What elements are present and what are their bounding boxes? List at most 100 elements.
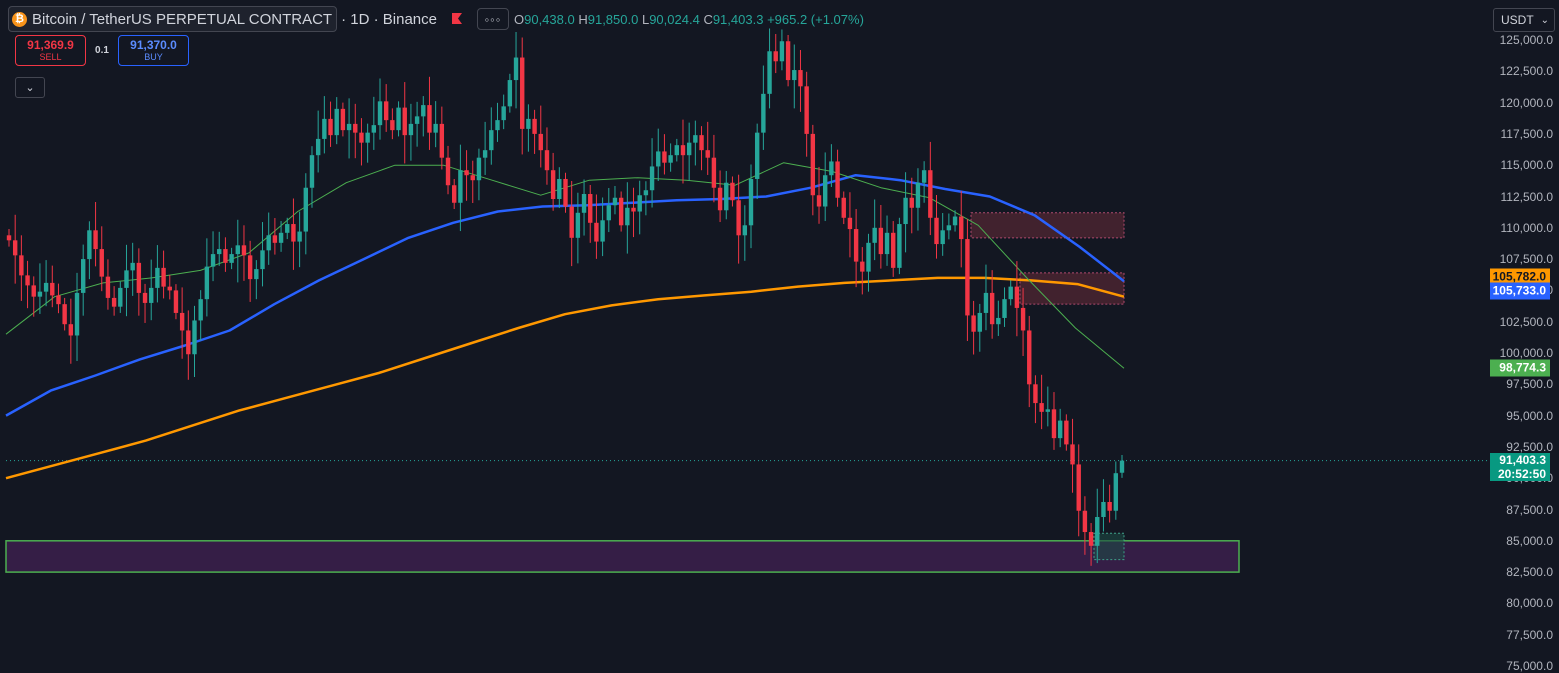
flag-icon[interactable]	[451, 13, 463, 25]
price-tick-label: 100,000.0	[1499, 346, 1553, 360]
candle-body	[476, 157, 482, 181]
candle-body	[247, 255, 253, 280]
candle-body	[853, 229, 859, 262]
chevron-down-icon: ⌄	[1540, 14, 1549, 26]
resistance-zone-lower	[1019, 272, 1125, 305]
candle-body	[946, 225, 952, 231]
candle-body	[1033, 384, 1038, 404]
candle-body	[1039, 403, 1044, 412]
candle-body	[37, 291, 43, 297]
candle-body	[934, 217, 939, 245]
candle-body	[1008, 286, 1013, 300]
candle-body	[563, 178, 568, 207]
candle-body	[241, 245, 247, 256]
candle-body	[390, 120, 395, 131]
candle-body	[217, 249, 222, 255]
candle-body	[816, 195, 822, 207]
candle-body	[1070, 444, 1075, 465]
candle-body	[649, 166, 655, 191]
candle-body	[507, 80, 513, 107]
candle-body	[971, 315, 976, 332]
candle-body	[322, 118, 327, 139]
candle-body	[130, 262, 135, 271]
candle-body	[365, 132, 370, 143]
candle-body	[482, 150, 488, 158]
candle-body	[730, 182, 735, 201]
candle-body	[173, 290, 179, 313]
candle-body	[458, 170, 463, 203]
candle-body	[594, 222, 599, 242]
currency-value: USDT	[1501, 13, 1534, 27]
price-tick-label: 97,500.0	[1506, 377, 1553, 392]
candle-body	[550, 170, 556, 200]
candle-body	[581, 193, 587, 213]
price-tick-label: 80,000.0	[1506, 596, 1553, 611]
price-tick-label: 115,000.0	[1500, 158, 1554, 173]
price-tick-label: 110,000.0	[1500, 220, 1554, 235]
candle-body	[618, 197, 624, 226]
price-tick-label: 107,500.0	[1499, 252, 1553, 267]
candle-body	[464, 170, 469, 176]
candle-body	[1082, 510, 1088, 533]
candle-body	[50, 282, 55, 296]
candle-body	[1051, 409, 1057, 439]
candle-body	[538, 133, 543, 151]
candle-body	[223, 249, 228, 263]
candle-body	[99, 249, 104, 277]
candle-body	[526, 118, 531, 129]
candle-body	[68, 324, 74, 336]
candle-body	[118, 287, 123, 307]
candle-body	[513, 57, 519, 81]
candle-body	[124, 270, 129, 288]
price-axis[interactable]: 125,000.0 122,500.0 120,000.0 117,500.0 115,…	[1488, 0, 1559, 673]
candle-body	[12, 240, 18, 256]
candle-body	[1064, 420, 1069, 445]
candle-body	[699, 135, 704, 151]
sell-button[interactable]: 91,369.9 SELL	[15, 35, 86, 66]
candle-body	[6, 235, 12, 241]
candle-body	[952, 216, 958, 226]
candle-body	[179, 312, 185, 331]
candle-body	[1020, 307, 1026, 331]
buy-button[interactable]: 91,370.0 BUY	[118, 35, 189, 66]
candle-body	[402, 107, 407, 136]
price-tick-label: 95,000.0	[1506, 408, 1553, 423]
trade-panel: 91,369.9 SELL 0.1 91,370.0 BUY	[15, 35, 189, 66]
candle-body	[111, 297, 117, 307]
candle-body	[773, 51, 778, 62]
candle-body	[569, 206, 574, 238]
symbol-button[interactable]: ₿ Bitcoin / TetherUS PERPETUAL CONTRACT	[8, 6, 338, 32]
more-dots-icon[interactable]: ◦◦◦	[476, 8, 509, 30]
candle-body	[1113, 473, 1119, 511]
candle-body	[43, 282, 49, 292]
last-price-tag: 91,403.3 20:52:50	[1490, 452, 1550, 481]
candle-body	[742, 225, 748, 236]
candle-body	[19, 255, 24, 276]
candle-body	[767, 51, 772, 94]
candle-body	[674, 145, 679, 156]
price-tick-label: 125,000.0	[1499, 33, 1553, 47]
candle-body	[909, 197, 914, 208]
candle-body	[278, 232, 284, 243]
candle-body	[1088, 532, 1094, 546]
price-tick-label: 122,500.0	[1499, 64, 1553, 79]
candle-body	[928, 170, 933, 218]
candle-body	[983, 292, 989, 313]
candle-body	[686, 142, 692, 156]
buy-label: BUY	[144, 52, 163, 62]
ma-blue-price-tag: 105,733.0	[1490, 282, 1550, 300]
candle-body	[897, 224, 902, 268]
candle-body	[74, 292, 80, 336]
sell-price: 91,369.9	[27, 38, 74, 52]
candle-body	[309, 155, 315, 188]
currency-select[interactable]: USDT ⌄	[1493, 8, 1555, 32]
candle-body	[761, 93, 766, 133]
ma-orange-line	[5, 276, 1125, 480]
price-chart[interactable]	[0, 0, 1488, 670]
sell-label: SELL	[39, 52, 62, 62]
candle-body	[891, 232, 896, 268]
candle-body	[414, 116, 420, 124]
candle-body	[260, 250, 265, 270]
collapse-panel-button[interactable]: ⌄	[15, 77, 45, 98]
candle-body	[588, 193, 593, 223]
